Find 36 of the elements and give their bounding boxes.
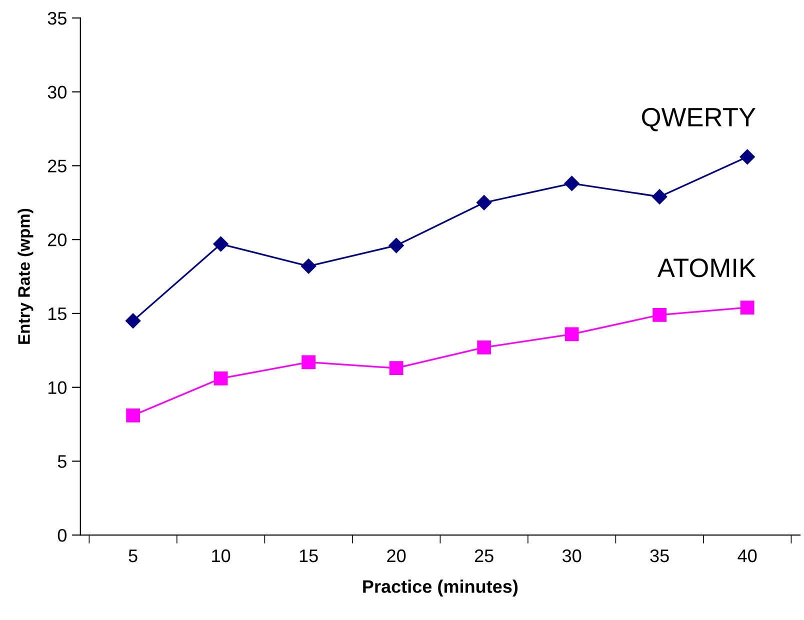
x-tick-label: 10: [212, 549, 230, 562]
y-tick-label: 0: [58, 528, 66, 542]
x-axis-title: Practice (minutes): [363, 580, 518, 596]
y-tick-label: 35: [48, 12, 66, 25]
point: [302, 355, 316, 370]
y-tick-label: 20: [48, 234, 66, 246]
x-tick-label: 40: [738, 549, 757, 562]
point: [388, 238, 404, 254]
series-label: ATOMIK: [657, 258, 756, 278]
x-tick-label: 35: [650, 549, 669, 562]
point: [126, 408, 140, 422]
y-tick-label: 5: [58, 455, 66, 468]
x-tick-label: 5: [128, 550, 138, 562]
point: [300, 258, 316, 274]
x-tick-label: 25: [474, 549, 494, 562]
x-tick-label: 30: [562, 549, 582, 562]
point: [564, 176, 580, 192]
x-tick-label: 15: [300, 550, 318, 562]
point: [476, 195, 492, 210]
x-tick-label: 20: [387, 549, 406, 562]
y-tick-label: 10: [48, 381, 66, 394]
point: [477, 340, 492, 354]
series-label: QWERTY: [642, 108, 756, 132]
y-tick-label: 15: [48, 308, 66, 320]
point: [125, 313, 141, 328]
point: [214, 372, 228, 386]
point: [740, 300, 754, 314]
point: [652, 308, 667, 322]
point: [740, 149, 755, 164]
y-axis-title: Entry Rate (wpm): [18, 208, 34, 344]
point: [564, 327, 579, 342]
point: [389, 361, 404, 376]
point: [213, 236, 228, 252]
y-tick-label: 25: [48, 160, 66, 172]
point: [652, 189, 668, 204]
y-tick-label: 30: [48, 86, 66, 99]
